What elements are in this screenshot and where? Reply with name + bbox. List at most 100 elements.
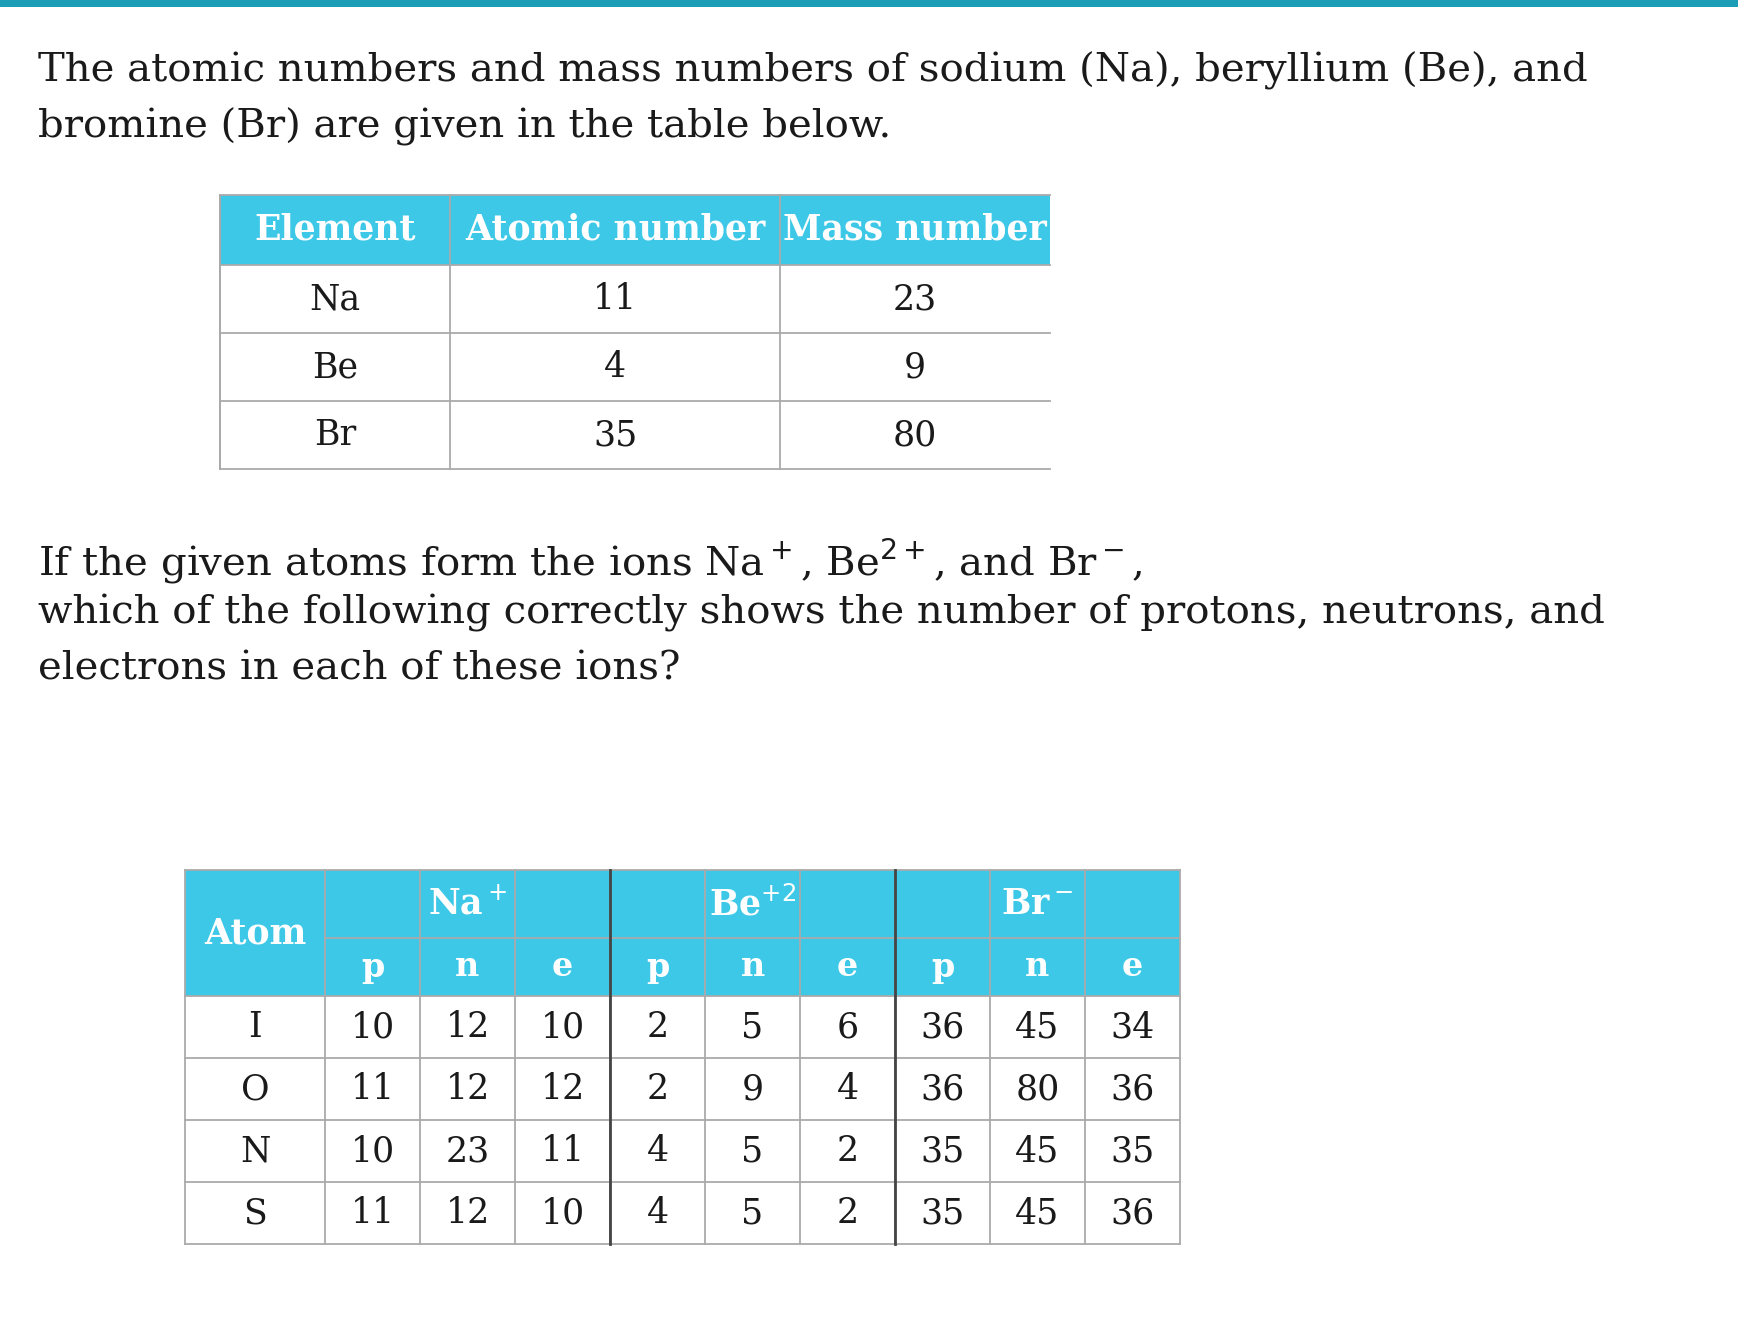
Text: 5: 5 bbox=[742, 1196, 763, 1231]
Bar bbox=[610, 870, 895, 937]
Text: 45: 45 bbox=[1015, 1010, 1060, 1044]
Bar bbox=[610, 937, 706, 996]
Text: 2: 2 bbox=[647, 1071, 669, 1106]
Bar bbox=[991, 1120, 1085, 1181]
Bar bbox=[221, 333, 1050, 400]
Text: If the given atoms form the ions Na$^+$, Be$^{2+}$, and Br$^-$,: If the given atoms form the ions Na$^+$,… bbox=[38, 537, 1144, 586]
Bar bbox=[325, 1181, 421, 1244]
Text: n: n bbox=[740, 951, 765, 984]
Bar bbox=[895, 937, 991, 996]
Bar bbox=[799, 937, 895, 996]
Text: 4: 4 bbox=[603, 350, 626, 385]
Text: 11: 11 bbox=[593, 282, 638, 316]
Bar bbox=[706, 937, 799, 996]
Text: 2: 2 bbox=[836, 1196, 859, 1231]
Text: 23: 23 bbox=[893, 282, 937, 316]
Text: 80: 80 bbox=[893, 418, 937, 452]
Bar bbox=[325, 937, 421, 996]
Bar bbox=[221, 195, 1050, 265]
Bar bbox=[325, 996, 421, 1058]
Text: Na: Na bbox=[309, 282, 360, 316]
Bar bbox=[799, 1120, 895, 1181]
Text: 12: 12 bbox=[445, 1196, 490, 1231]
Bar bbox=[184, 1058, 325, 1120]
Text: 6: 6 bbox=[836, 1010, 859, 1044]
Bar bbox=[895, 996, 991, 1058]
Text: 5: 5 bbox=[742, 1010, 763, 1044]
Text: 9: 9 bbox=[742, 1071, 763, 1106]
Text: Na$^+$: Na$^+$ bbox=[428, 887, 507, 922]
Text: 2: 2 bbox=[647, 1010, 669, 1044]
Bar bbox=[325, 1058, 421, 1120]
Text: Atom: Atom bbox=[203, 916, 306, 949]
Text: 35: 35 bbox=[1111, 1134, 1154, 1168]
Text: p: p bbox=[362, 951, 384, 984]
Bar bbox=[895, 1181, 991, 1244]
Text: 36: 36 bbox=[921, 1071, 965, 1106]
Text: 45: 45 bbox=[1015, 1196, 1060, 1231]
Bar bbox=[184, 1181, 325, 1244]
Text: 4: 4 bbox=[647, 1196, 669, 1231]
Text: 10: 10 bbox=[351, 1010, 395, 1044]
Text: 5: 5 bbox=[742, 1134, 763, 1168]
Bar bbox=[514, 1058, 610, 1120]
Text: n: n bbox=[455, 951, 480, 984]
Text: 2: 2 bbox=[836, 1134, 859, 1168]
Bar bbox=[421, 1181, 514, 1244]
Text: 36: 36 bbox=[1111, 1071, 1154, 1106]
Bar bbox=[610, 1181, 706, 1244]
Text: O: O bbox=[242, 1071, 269, 1106]
Bar bbox=[0, 0, 1738, 7]
Bar bbox=[799, 1181, 895, 1244]
Bar bbox=[895, 870, 1180, 937]
Bar bbox=[991, 996, 1085, 1058]
Bar bbox=[1085, 937, 1180, 996]
Bar bbox=[706, 996, 799, 1058]
Text: Be: Be bbox=[313, 350, 358, 385]
Text: 12: 12 bbox=[541, 1071, 584, 1106]
Text: 12: 12 bbox=[445, 1010, 490, 1044]
Bar bbox=[421, 996, 514, 1058]
Text: 10: 10 bbox=[541, 1196, 584, 1231]
Text: 80: 80 bbox=[1015, 1071, 1060, 1106]
Bar bbox=[514, 996, 610, 1058]
Text: bromine (Br) are given in the table below.: bromine (Br) are given in the table belo… bbox=[38, 107, 892, 146]
Bar bbox=[1085, 996, 1180, 1058]
Bar bbox=[514, 937, 610, 996]
Text: 35: 35 bbox=[921, 1134, 965, 1168]
Text: 34: 34 bbox=[1111, 1010, 1154, 1044]
Text: N: N bbox=[240, 1134, 269, 1168]
Bar bbox=[610, 1058, 706, 1120]
Bar bbox=[991, 1181, 1085, 1244]
Bar bbox=[325, 1120, 421, 1181]
Bar bbox=[706, 1120, 799, 1181]
Bar bbox=[706, 1058, 799, 1120]
Text: p: p bbox=[932, 951, 954, 984]
Text: 11: 11 bbox=[351, 1071, 395, 1106]
Bar bbox=[221, 265, 1050, 333]
Bar bbox=[1085, 1120, 1180, 1181]
Bar bbox=[421, 1120, 514, 1181]
Bar bbox=[514, 1120, 610, 1181]
Text: Mass number: Mass number bbox=[784, 213, 1046, 247]
Bar bbox=[1085, 1181, 1180, 1244]
Bar bbox=[610, 996, 706, 1058]
Text: 35: 35 bbox=[593, 418, 638, 452]
Text: Br: Br bbox=[315, 418, 356, 452]
Bar bbox=[895, 1120, 991, 1181]
Bar bbox=[184, 996, 325, 1058]
Text: 23: 23 bbox=[445, 1134, 490, 1168]
Bar bbox=[895, 1058, 991, 1120]
Text: e: e bbox=[838, 951, 859, 984]
Bar bbox=[1085, 1058, 1180, 1120]
Bar bbox=[221, 400, 1050, 469]
Text: 35: 35 bbox=[921, 1196, 965, 1231]
Bar bbox=[184, 870, 325, 996]
Text: Element: Element bbox=[254, 213, 415, 247]
Text: 11: 11 bbox=[351, 1196, 395, 1231]
Text: 10: 10 bbox=[351, 1134, 395, 1168]
Text: electrons in each of these ions?: electrons in each of these ions? bbox=[38, 651, 681, 688]
Bar bbox=[991, 937, 1085, 996]
Text: Be$^{+2}$: Be$^{+2}$ bbox=[709, 886, 796, 922]
Bar bbox=[610, 1120, 706, 1181]
